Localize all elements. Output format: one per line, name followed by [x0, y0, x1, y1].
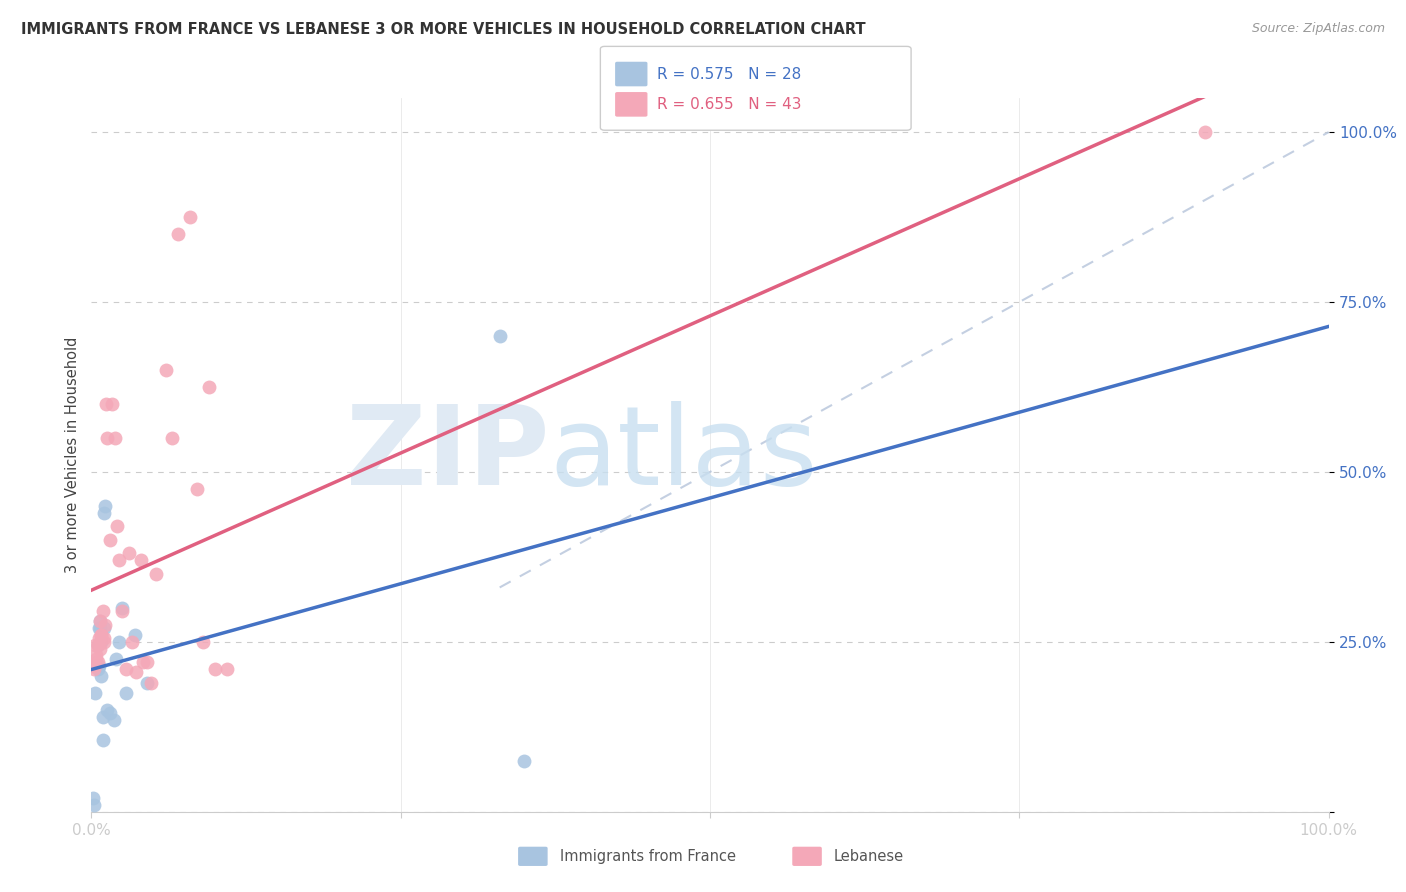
- Point: [84, 638, 107, 652]
- Point: [115, 686, 138, 700]
- Text: atlas: atlas: [550, 401, 818, 508]
- Point: [91, 604, 114, 618]
- Point: [107, 553, 129, 567]
- Point: [98, 533, 121, 547]
- Point: [89, 615, 111, 629]
- Point: [513, 754, 536, 768]
- Point: [89, 641, 111, 656]
- Point: [132, 655, 155, 669]
- Point: [86, 652, 108, 666]
- Point: [93, 635, 115, 649]
- Text: R = 0.575   N = 28: R = 0.575 N = 28: [657, 67, 801, 81]
- Point: [86, 662, 108, 676]
- Point: [104, 431, 127, 445]
- Point: [96, 431, 118, 445]
- Point: [86, 638, 108, 652]
- Point: [93, 506, 115, 520]
- Point: [91, 733, 114, 747]
- Point: [136, 675, 159, 690]
- Point: [198, 380, 221, 394]
- Point: [83, 797, 105, 812]
- Point: [103, 713, 125, 727]
- Point: [179, 210, 201, 224]
- Point: [124, 628, 146, 642]
- Text: IMMIGRANTS FROM FRANCE VS LEBANESE 3 OR MORE VEHICLES IN HOUSEHOLD CORRELATION C: IMMIGRANTS FROM FRANCE VS LEBANESE 3 OR …: [21, 22, 866, 37]
- Point: [136, 655, 159, 669]
- Point: [98, 706, 121, 721]
- Point: [87, 658, 110, 673]
- Point: [94, 499, 117, 513]
- Point: [107, 635, 129, 649]
- Point: [86, 638, 108, 652]
- Point: [93, 621, 115, 635]
- Point: [82, 658, 104, 673]
- Point: [82, 791, 104, 805]
- Point: [93, 632, 115, 646]
- Point: [90, 635, 112, 649]
- Point: [191, 635, 214, 649]
- Point: [204, 662, 226, 676]
- Point: [121, 635, 143, 649]
- Point: [1194, 125, 1216, 139]
- Text: Immigrants from France: Immigrants from France: [560, 849, 735, 863]
- Point: [87, 632, 110, 646]
- Point: [105, 652, 128, 666]
- Point: [96, 397, 118, 411]
- Point: [155, 363, 177, 377]
- Point: [84, 686, 107, 700]
- Point: [139, 675, 162, 690]
- Point: [96, 703, 118, 717]
- Point: [125, 665, 148, 680]
- Point: [488, 329, 510, 343]
- Point: [217, 662, 239, 676]
- Point: [86, 655, 108, 669]
- Point: [87, 621, 110, 635]
- Point: [167, 227, 190, 241]
- Point: [111, 604, 134, 618]
- Y-axis label: 3 or more Vehicles in Household: 3 or more Vehicles in Household: [65, 337, 80, 573]
- Text: ZIP: ZIP: [346, 401, 550, 508]
- Point: [145, 566, 167, 581]
- Point: [89, 615, 111, 629]
- Point: [86, 648, 108, 663]
- Text: Source: ZipAtlas.com: Source: ZipAtlas.com: [1251, 22, 1385, 36]
- Point: [101, 397, 124, 411]
- Point: [186, 482, 208, 496]
- Point: [160, 431, 183, 445]
- Point: [90, 669, 112, 683]
- Point: [86, 658, 108, 673]
- Point: [129, 553, 152, 567]
- Point: [83, 662, 105, 676]
- Point: [91, 709, 114, 723]
- Point: [105, 519, 128, 533]
- Point: [94, 617, 117, 632]
- Point: [90, 628, 112, 642]
- Point: [89, 621, 111, 635]
- Point: [90, 628, 112, 642]
- Point: [115, 662, 138, 676]
- Text: R = 0.655   N = 43: R = 0.655 N = 43: [657, 97, 801, 112]
- Point: [111, 600, 134, 615]
- Point: [117, 546, 139, 560]
- Text: Lebanese: Lebanese: [834, 849, 904, 863]
